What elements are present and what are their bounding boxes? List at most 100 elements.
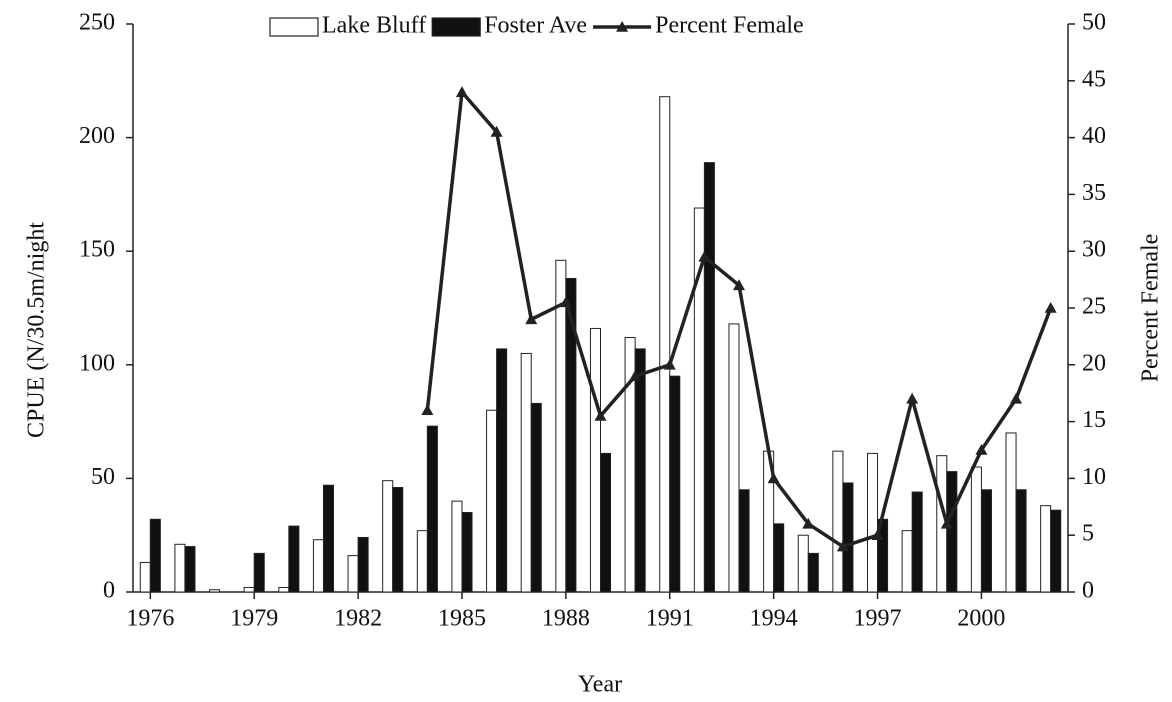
y2-tick-label: 35 <box>1082 180 1106 206</box>
x-tick-label: 1979 <box>230 606 278 632</box>
y-tick-label: 150 <box>79 237 115 263</box>
y2-tick-label: 25 <box>1082 294 1106 320</box>
y2-tick-label: 20 <box>1082 350 1106 376</box>
legend-label: Foster Ave <box>484 13 587 39</box>
line-marker <box>1010 392 1023 404</box>
bar <box>565 277 577 593</box>
bar <box>1050 509 1062 593</box>
line-marker <box>490 125 503 137</box>
bar <box>496 348 508 593</box>
y2-tick-label: 0 <box>1082 578 1094 604</box>
line-marker <box>421 404 434 416</box>
x-tick-label: 1991 <box>646 606 694 632</box>
bar <box>209 589 221 593</box>
line-marker <box>455 86 468 97</box>
x-axis-title: Year <box>578 672 622 698</box>
bar <box>243 586 255 593</box>
line-marker <box>663 358 676 370</box>
bar <box>797 534 809 593</box>
bar <box>832 450 844 593</box>
bar <box>589 327 601 593</box>
bar <box>530 402 542 593</box>
legend-swatch <box>269 17 319 37</box>
bar <box>773 523 785 593</box>
bar <box>426 425 438 593</box>
bar <box>149 518 161 593</box>
x-tick-label: 1988 <box>542 606 590 632</box>
y-tick-label: 100 <box>79 350 115 376</box>
bar <box>980 489 992 593</box>
bar <box>416 530 428 593</box>
bar <box>322 484 335 593</box>
bar <box>312 539 324 593</box>
y2-tick-label: 30 <box>1082 237 1106 263</box>
bar <box>946 471 958 593</box>
bar <box>728 323 740 593</box>
legend-swatch <box>431 17 481 37</box>
line-marker <box>802 517 815 529</box>
bar <box>911 491 923 593</box>
bar <box>970 466 982 593</box>
y2-tick-label: 50 <box>1082 10 1106 36</box>
y2-tick-label: 45 <box>1082 66 1106 92</box>
bar <box>486 409 498 593</box>
bar <box>520 352 532 593</box>
bar <box>461 511 473 593</box>
line-marker <box>940 517 953 529</box>
bar <box>347 555 359 593</box>
line-marker <box>1044 302 1057 313</box>
bar <box>555 259 567 593</box>
x-tick-label: 2000 <box>957 606 1005 632</box>
bar <box>807 552 819 593</box>
x-tick-label: 1994 <box>750 606 798 632</box>
bar <box>174 543 186 593</box>
y-tick-label: 200 <box>79 123 115 149</box>
bar <box>392 486 404 593</box>
y-axis-title: CPUE (N/30.5m/night <box>24 222 50 438</box>
x-tick-label: 1985 <box>438 606 486 632</box>
bar <box>600 452 612 593</box>
y-tick-label: 50 <box>91 464 115 490</box>
y2-tick-label: 5 <box>1082 521 1094 547</box>
line-marker <box>871 529 884 540</box>
y-tick-label: 250 <box>79 10 115 36</box>
line-marker <box>906 392 919 404</box>
bar <box>1040 505 1052 593</box>
bar <box>703 162 715 593</box>
y2-tick-label: 15 <box>1082 407 1106 433</box>
bar <box>253 552 265 593</box>
bar <box>901 530 913 593</box>
bar <box>288 525 300 593</box>
line-marker <box>594 409 607 421</box>
line-marker <box>629 370 642 381</box>
bar <box>184 546 196 593</box>
x-tick-label: 1997 <box>854 606 902 632</box>
bar <box>139 561 151 593</box>
line-marker <box>836 540 849 552</box>
line-marker <box>733 279 746 291</box>
bar <box>842 482 854 593</box>
legend-label: Lake Bluff <box>322 13 426 39</box>
line-marker <box>525 313 538 325</box>
y2-tick-label: 40 <box>1082 123 1106 149</box>
bar <box>278 586 290 593</box>
line-marker <box>698 250 711 262</box>
y2-tick-label: 10 <box>1082 464 1106 490</box>
x-tick-label: 1976 <box>126 606 174 632</box>
bar <box>1015 489 1027 593</box>
legend-marker <box>616 21 629 32</box>
line-marker <box>767 472 780 484</box>
bar <box>634 348 646 593</box>
y2-axis-title: Percent Female <box>1138 234 1164 383</box>
y-tick-label: 0 <box>103 578 115 604</box>
line-marker <box>559 296 572 308</box>
bar <box>659 96 671 593</box>
x-tick-label: 1982 <box>334 606 382 632</box>
legend-label: Percent Female <box>655 13 804 39</box>
line-marker <box>975 444 988 455</box>
bar <box>669 375 681 593</box>
bar <box>1005 432 1017 593</box>
bar <box>738 489 750 593</box>
bar <box>451 500 463 593</box>
